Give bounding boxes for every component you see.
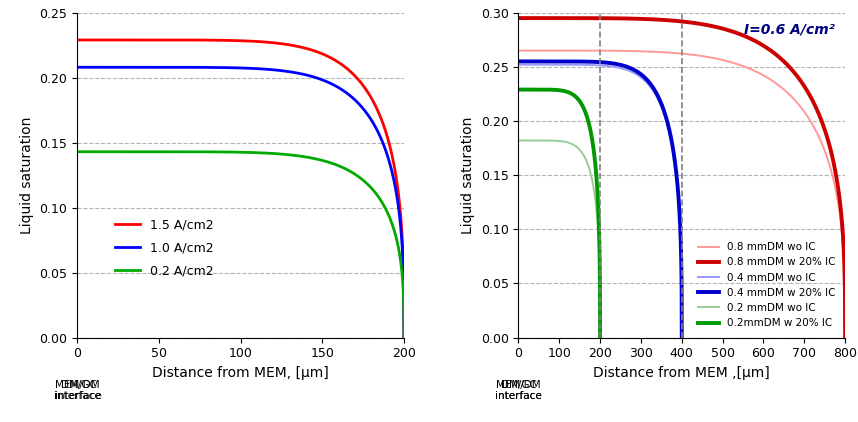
0.8 mmDM w 20% IC (831, 170, 841, 175)
Line: 0.4 mmDM w 20% IC: 0.4 mmDM w 20% IC (518, 61, 682, 338)
0.4 mmDM wo IC (642, 80, 652, 85)
0.4 mmDM w 20% IC (672, 176, 682, 181)
1.0 A/cm2 (390, 181, 400, 186)
0.4 mmDM wo IC (677, 335, 687, 340)
Y-axis label: Liquid saturation: Liquid saturation (20, 116, 34, 234)
0.2mmDM w 20% IC (553, 87, 563, 92)
Text: DM/GC
interface: DM/GC interface (56, 380, 102, 401)
0.8 mmDM wo IC (770, 81, 781, 86)
0.4 mmDM w 20% IC (513, 59, 523, 64)
0.8 mmDM wo IC (672, 51, 682, 56)
0.2 A/cm2 (390, 229, 400, 234)
Line: 0.8 mmDM wo IC: 0.8 mmDM wo IC (518, 51, 845, 338)
Line: 1.5 A/cm2: 1.5 A/cm2 (77, 40, 404, 338)
0.2mmDM w 20% IC (577, 104, 588, 109)
0.2 mmDM wo IC (517, 138, 528, 143)
0.2mmDM w 20% IC (513, 87, 523, 92)
0.4 mmDM w 20% IC (672, 177, 682, 182)
1.0 A/cm2 (329, 83, 340, 88)
0.4 mmDM wo IC (672, 179, 682, 184)
0.8 mmDM wo IC (831, 187, 841, 192)
0.8 mmDM w 20% IC (831, 170, 841, 176)
0.2 mmDM wo IC (513, 138, 523, 143)
0.8 mmDM w 20% IC (840, 335, 850, 340)
Text: MEM/DM
interface: MEM/DM interface (54, 380, 100, 401)
0.8 mmDM wo IC (530, 48, 541, 53)
0.8 mmDM w 20% IC (770, 52, 781, 57)
0.2 A/cm2 (390, 228, 400, 233)
1.0 A/cm2 (231, 65, 241, 70)
0.2 mmDM wo IC (595, 335, 605, 340)
1.5 A/cm2 (390, 164, 400, 169)
0.4 mmDM wo IC (589, 62, 599, 68)
1.5 A/cm2 (390, 165, 400, 170)
0.8 mmDM w 20% IC (663, 18, 674, 23)
0.2mmDM w 20% IC (551, 87, 561, 92)
0.2 A/cm2 (222, 149, 233, 154)
1.0 A/cm2 (222, 65, 233, 70)
0.4 mmDM w 20% IC (589, 59, 599, 64)
0.2mmDM w 20% IC (595, 335, 605, 340)
0.4 mmDM wo IC (522, 62, 532, 67)
0.4 mmDM w 20% IC (677, 335, 687, 340)
0.2 mmDM wo IC (551, 138, 561, 143)
0.4 mmDM wo IC (593, 63, 603, 68)
0.8 mmDM w 20% IC (530, 16, 541, 21)
Text: MEM/DM
interface: MEM/DM interface (495, 380, 541, 401)
Line: 0.2mmDM w 20% IC: 0.2mmDM w 20% IC (518, 89, 600, 338)
0.2 A/cm2 (399, 335, 409, 340)
0.4 mmDM wo IC (513, 62, 523, 67)
Line: 0.2 A/cm2: 0.2 A/cm2 (77, 152, 404, 338)
0.2mmDM w 20% IC (593, 193, 603, 198)
1.5 A/cm2 (222, 38, 233, 43)
X-axis label: Distance from MEM, [μm]: Distance from MEM, [μm] (152, 366, 329, 380)
0.2 A/cm2 (329, 162, 340, 167)
0.4 mmDM w 20% IC (642, 77, 652, 82)
0.2 A/cm2 (231, 150, 241, 155)
1.5 A/cm2 (231, 38, 241, 43)
0.2 A/cm2 (88, 149, 99, 154)
1.5 A/cm2 (88, 38, 99, 43)
0.2 mmDM wo IC (553, 138, 563, 143)
X-axis label: Distance from MEM ,[μm]: Distance from MEM ,[μm] (594, 366, 770, 380)
Text: DM/GC
interface: DM/GC interface (495, 380, 542, 401)
Line: 0.4 mmDM wo IC: 0.4 mmDM wo IC (518, 65, 682, 338)
0.8 mmDM w 20% IC (672, 19, 682, 24)
0.8 mmDM wo IC (831, 187, 841, 192)
0.4 mmDM wo IC (672, 179, 682, 184)
0.2 mmDM wo IC (577, 151, 588, 156)
Line: 0.2 mmDM wo IC: 0.2 mmDM wo IC (518, 141, 600, 338)
1.0 A/cm2 (72, 65, 82, 70)
Line: 1.0 A/cm2: 1.0 A/cm2 (77, 67, 404, 338)
0.8 mmDM wo IC (840, 335, 850, 340)
0.8 mmDM w 20% IC (513, 16, 523, 21)
0.8 mmDM wo IC (513, 48, 523, 53)
0.2 mmDM wo IC (593, 222, 603, 227)
Legend: 0.8 mmDM wo IC, 0.8 mmDM w 20% IC, 0.4 mmDM wo IC, 0.4 mmDM w 20% IC, 0.2 mmDM w: 0.8 mmDM wo IC, 0.8 mmDM w 20% IC, 0.4 m… (694, 238, 840, 333)
Line: 0.8 mmDM w 20% IC: 0.8 mmDM w 20% IC (518, 18, 845, 338)
0.2mmDM w 20% IC (517, 87, 528, 92)
Y-axis label: Liquid saturation: Liquid saturation (461, 116, 475, 234)
0.2mmDM w 20% IC (593, 193, 603, 198)
0.4 mmDM w 20% IC (522, 59, 532, 64)
1.0 A/cm2 (399, 335, 409, 340)
Text: I=0.6 A/cm²: I=0.6 A/cm² (745, 22, 836, 36)
1.5 A/cm2 (399, 335, 409, 340)
1.5 A/cm2 (329, 57, 340, 62)
0.2 A/cm2 (72, 149, 82, 154)
1.0 A/cm2 (390, 180, 400, 185)
0.4 mmDM w 20% IC (593, 60, 603, 65)
0.8 mmDM wo IC (663, 50, 674, 55)
1.5 A/cm2 (72, 38, 82, 43)
Legend: 1.5 A/cm2, 1.0 A/cm2, 0.2 A/cm2: 1.5 A/cm2, 1.0 A/cm2, 0.2 A/cm2 (110, 214, 218, 283)
0.2 mmDM wo IC (593, 222, 603, 227)
1.0 A/cm2 (88, 65, 99, 70)
